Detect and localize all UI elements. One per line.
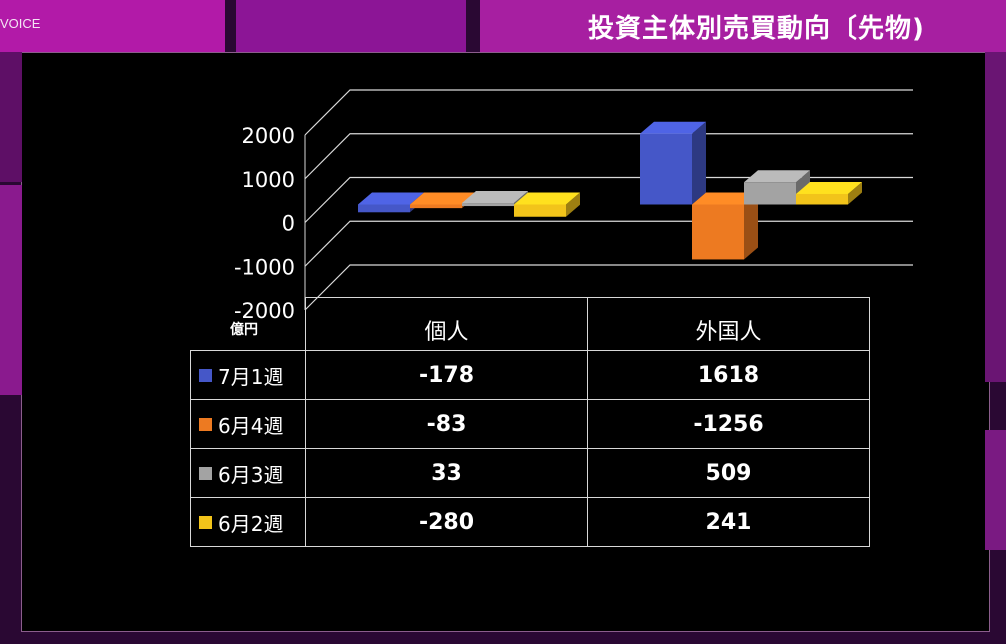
- background-block: [0, 0, 225, 52]
- table-header-row: 個人 外国人: [190, 297, 870, 351]
- table-cell: -83: [305, 399, 588, 449]
- page-title: 投資主体別売買動向〔先物): [588, 14, 925, 44]
- y-tick-label: 2000: [242, 124, 295, 148]
- table-row: 7月1週 -178 1618: [190, 350, 870, 400]
- bar-top: [640, 121, 706, 134]
- background-block: [236, 0, 466, 52]
- bar-side: [848, 181, 862, 205]
- table-cell: 241: [587, 497, 870, 547]
- bar-side: [566, 192, 580, 217]
- gridline: [304, 220, 913, 267]
- y-tick-label: -1000: [234, 255, 295, 279]
- background-block: [0, 52, 22, 182]
- row-header: 7月1週: [190, 350, 306, 400]
- column-header: 外国人: [587, 297, 870, 351]
- background-block: [0, 185, 22, 395]
- bar: [514, 204, 566, 217]
- gridline: [304, 264, 913, 311]
- bar: [640, 133, 692, 205]
- bar-top: [410, 192, 476, 205]
- bar-top: [358, 192, 424, 205]
- bar-top: [796, 181, 862, 194]
- legend-label: 6月3週: [218, 462, 284, 487]
- row-header: 6月3週: [190, 448, 306, 498]
- bar-top: [514, 192, 580, 205]
- table-cell: -178: [305, 350, 588, 400]
- bar: [462, 203, 514, 207]
- column-header: 個人: [305, 297, 588, 351]
- table-row: 6月3週 33 509: [190, 448, 870, 498]
- row-header: 6月4週: [190, 399, 306, 449]
- legend-swatch: [199, 368, 212, 382]
- legend-swatch: [199, 466, 212, 480]
- bar: [358, 204, 410, 213]
- row-header: 6月2週: [190, 497, 306, 547]
- table-cell: 509: [587, 448, 870, 498]
- background-block: [480, 0, 1006, 52]
- y-tick-label: 1000: [242, 168, 295, 192]
- legend-label: 6月4週: [218, 413, 284, 438]
- legend-swatch: [199, 417, 212, 431]
- table-cell: -280: [305, 497, 588, 547]
- y-tick-label: 0: [282, 212, 295, 236]
- table-cell: 33: [305, 448, 588, 498]
- gridline: [304, 176, 913, 223]
- bar: [410, 204, 462, 209]
- bar-top: [692, 192, 758, 205]
- table-cell: 1618: [587, 350, 870, 400]
- background-block: [985, 430, 1006, 550]
- legend-label: 6月2週: [218, 511, 284, 536]
- background-block: [985, 52, 1006, 382]
- bar-side: [692, 121, 706, 205]
- bar-side: [744, 192, 758, 260]
- bar-top: [462, 191, 528, 204]
- legend-label: 7月1週: [218, 364, 284, 389]
- legend-swatch: [199, 515, 212, 529]
- table-corner: [190, 297, 306, 351]
- data-table: 個人 外国人 7月1週 -178 1618 6月4週 -83 -1256 6月3…: [190, 297, 870, 547]
- bar-top: [744, 170, 810, 183]
- gridline: [304, 133, 913, 180]
- table-cell: -1256: [587, 399, 870, 449]
- bar: [744, 182, 796, 205]
- bar: [796, 193, 848, 205]
- table-row: 6月4週 -83 -1256: [190, 399, 870, 449]
- gridline: [304, 89, 913, 136]
- bar: [692, 204, 744, 260]
- table-row: 6月2週 -280 241: [190, 497, 870, 547]
- source-watermark: VOICE: [0, 16, 41, 31]
